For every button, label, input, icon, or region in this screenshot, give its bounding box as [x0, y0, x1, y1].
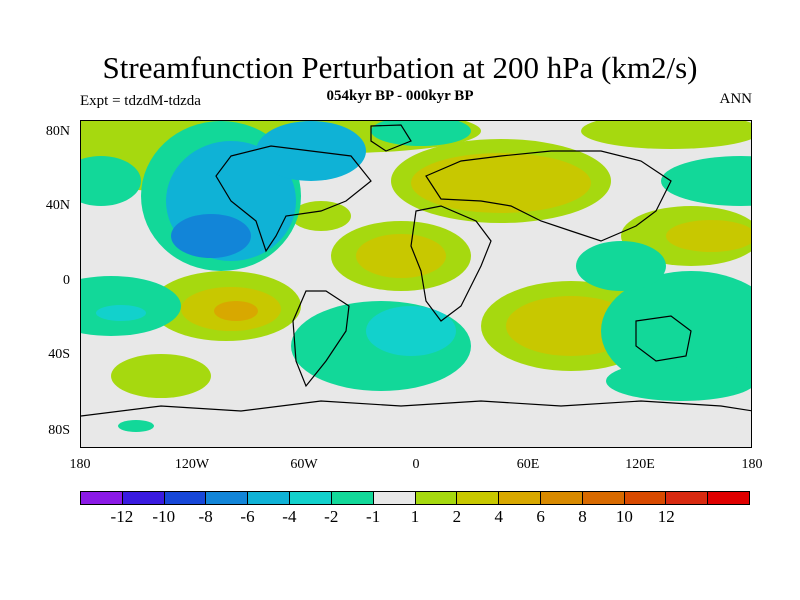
- lon-label: 60W: [290, 457, 318, 472]
- lon-label: 60E: [516, 457, 540, 472]
- colorbar-swatch: [457, 492, 500, 504]
- colorbar-swatch: [81, 492, 123, 504]
- contour-region: [356, 234, 446, 278]
- coastlines: [81, 124, 751, 417]
- north-america-outline: [215, 145, 372, 253]
- contour-region: [118, 420, 154, 432]
- colorbar-swatch: [624, 492, 667, 504]
- experiment-label: Expt = tdzdM-tdzda: [80, 93, 201, 109]
- contour-region: [661, 156, 751, 206]
- plot-title: Streamfunction Perturbation at 200 hPa (…: [102, 50, 698, 85]
- contour-region: [411, 153, 591, 213]
- colorbar-label: 8: [578, 507, 587, 526]
- south-america-outline: [292, 290, 350, 388]
- antarctica-outline: [81, 400, 751, 417]
- contour-region: [666, 220, 751, 252]
- season-label: ANN: [719, 91, 753, 107]
- colorbar: [80, 491, 750, 505]
- colorbar-label: 4: [494, 507, 504, 526]
- contour-region: [606, 361, 751, 401]
- colorbar-label: -2: [324, 507, 339, 526]
- lat-label: 0: [63, 273, 70, 288]
- colorbar-swatch: [499, 492, 541, 504]
- colorbar-swatch: [248, 492, 291, 504]
- greenland-outline: [370, 124, 412, 152]
- contour-region: [601, 271, 751, 391]
- contour-region: [214, 301, 258, 321]
- contour-region: [96, 305, 146, 321]
- colorbar-label: -1: [366, 507, 381, 526]
- colorbar-label: 6: [536, 507, 545, 526]
- colorbar-swatch: [708, 492, 749, 504]
- colorbar-swatch: [331, 492, 374, 504]
- colorbar-swatch: [122, 492, 165, 504]
- eurasia-outline: [425, 150, 672, 242]
- contour-region: [291, 201, 351, 231]
- colorbar-swatch: [415, 492, 458, 504]
- lat-label: 40S: [48, 347, 70, 362]
- africa-outline: [410, 205, 492, 322]
- colorbar-label: 2: [452, 507, 462, 526]
- lon-label: 120W: [174, 457, 210, 472]
- contour-region: [81, 156, 141, 206]
- colorbar-label: 10: [615, 507, 633, 526]
- contour-region: [111, 354, 211, 398]
- colorbar-label: -8: [198, 507, 213, 526]
- lon-label: 180: [69, 457, 91, 472]
- lon-label: 0: [412, 457, 420, 472]
- colorbar-swatch: [290, 492, 332, 504]
- contour-region: [366, 306, 456, 356]
- colorbar-label: 12: [657, 507, 675, 526]
- lat-label: 40N: [45, 198, 70, 213]
- map-panel: [80, 120, 752, 448]
- lon-label: 180: [741, 457, 763, 472]
- colorbar-swatch: [582, 492, 625, 504]
- contour-region: [371, 121, 471, 146]
- contour-map: [81, 121, 751, 447]
- colorbar-swatch: [373, 492, 416, 504]
- colorbar-swatch: [540, 492, 583, 504]
- colorbar-label: 1: [410, 507, 420, 526]
- lon-label: 120E: [625, 457, 655, 472]
- negative-anomalies: [81, 121, 751, 432]
- colorbar-label: -6: [240, 507, 255, 526]
- contour-region: [581, 121, 751, 149]
- plot-subtitle: 054kyr BP - 000kyr BP: [326, 88, 474, 104]
- colorbar-label: -4: [282, 507, 297, 526]
- colorbar-swatch: [206, 492, 249, 504]
- contour-region: [171, 214, 251, 258]
- lat-label: 80N: [45, 124, 70, 139]
- colorbar-swatch: [164, 492, 207, 504]
- colorbar-swatch: [666, 492, 709, 504]
- australia-outline: [635, 315, 692, 362]
- lat-label: 80S: [48, 423, 70, 438]
- colorbar-label: -10: [152, 507, 176, 526]
- contour-region: [576, 241, 666, 291]
- colorbar-label: -12: [110, 507, 134, 526]
